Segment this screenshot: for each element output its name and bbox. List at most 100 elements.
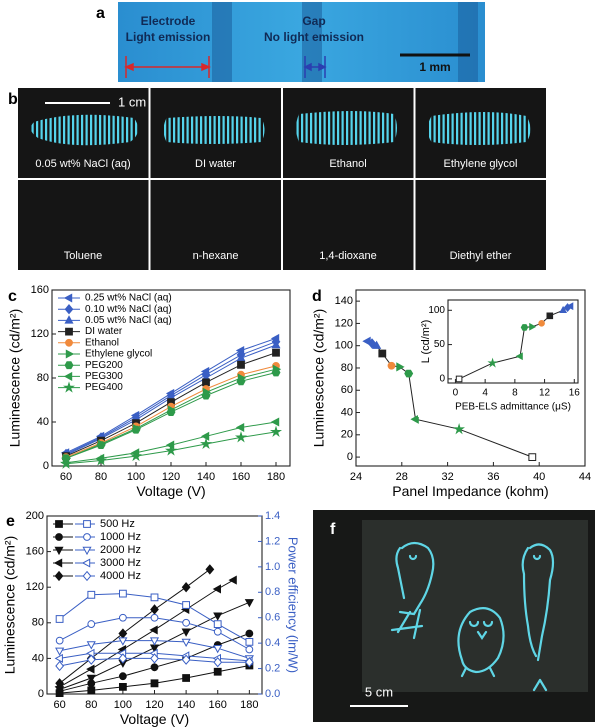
marker <box>245 638 254 646</box>
marker <box>150 679 159 688</box>
x-tick-label: 0 <box>453 388 459 399</box>
legend-label: 2000 Hz <box>100 544 141 556</box>
micrograph <box>118 2 485 82</box>
legend-marker <box>83 533 91 541</box>
legend-marker <box>62 381 76 393</box>
marker <box>378 349 387 358</box>
legend-marker <box>63 293 73 303</box>
y2-tick-label: 0.6 <box>265 612 280 624</box>
marker <box>164 444 178 456</box>
marker <box>272 348 280 357</box>
y2-axis-label: Power efficiency (lm/W) <box>286 537 301 673</box>
y-tick-label: 60 <box>341 384 353 396</box>
sample-label: n-hexane <box>193 250 239 262</box>
sample-cell <box>415 180 546 270</box>
marker <box>244 599 254 608</box>
legend-marker <box>82 546 92 556</box>
panel-label: e <box>6 513 15 530</box>
marker <box>270 417 280 427</box>
marker <box>396 362 405 372</box>
legend-marker <box>65 349 75 359</box>
marker <box>150 604 159 615</box>
y-tick-label: 160 <box>26 546 44 558</box>
marker <box>166 408 176 416</box>
y-axis-label: Luminescence (cd/m²) <box>2 536 18 675</box>
x-tick-label: 4 <box>482 388 488 399</box>
y2-tick-label: 1.0 <box>265 561 280 573</box>
sample-label: DI water <box>195 158 236 170</box>
panel-label: c <box>8 288 17 305</box>
marker <box>55 615 64 623</box>
marker <box>118 613 127 622</box>
marker <box>86 641 96 650</box>
marker <box>245 645 254 654</box>
y-tick-label: 120 <box>335 317 353 329</box>
y-tick-label: 140 <box>335 295 353 307</box>
x-tick-label: 32 <box>441 471 453 483</box>
marker <box>235 422 245 433</box>
marker <box>367 338 377 349</box>
scale-label: 1 cm <box>118 94 146 109</box>
marker <box>559 305 568 313</box>
marker <box>181 628 191 637</box>
emission-blob <box>427 112 531 145</box>
y-tick-label: 200 <box>26 510 44 522</box>
marker <box>55 660 65 672</box>
blue-arrow <box>303 56 327 78</box>
marker <box>119 589 127 598</box>
marker <box>181 582 191 593</box>
panel-b: b 0.05 wt% NaCl (aq) DI water Ethanol Ethyl… <box>8 88 546 270</box>
y2-tick-label: 1.2 <box>265 535 280 547</box>
legend-marker <box>81 558 91 568</box>
legend-marker <box>64 361 74 370</box>
legend-marker <box>65 338 73 347</box>
y-tick-label: 0 <box>347 451 353 463</box>
panel-label: d <box>312 288 322 305</box>
marker <box>515 352 523 361</box>
marker <box>96 441 106 449</box>
legend-marker <box>63 371 73 381</box>
x-tick-label: 160 <box>209 699 227 711</box>
emission-blob <box>296 111 397 145</box>
marker <box>59 457 73 469</box>
marker <box>538 320 545 327</box>
x-tick-label: 100 <box>127 471 145 483</box>
legend-label: 0.05 wt% NaCl (aq) <box>85 315 172 326</box>
gap-band <box>212 2 232 82</box>
legend-marker <box>55 533 63 541</box>
marker <box>212 584 221 594</box>
legend-label: 0.25 wt% NaCl (aq) <box>85 293 172 304</box>
x-tick-label: 180 <box>240 699 258 711</box>
gap-band <box>458 2 478 82</box>
sample-cell <box>150 180 281 270</box>
sample-cell <box>283 180 414 270</box>
legend-marker <box>83 520 91 528</box>
legend-marker <box>54 570 64 582</box>
marker <box>236 377 246 386</box>
legend-label: Ethylene glycol <box>85 349 152 360</box>
marker <box>150 663 159 672</box>
y-tick-label: 100 <box>335 340 353 352</box>
legend-marker <box>54 546 64 556</box>
marker <box>182 601 190 609</box>
marker <box>372 340 382 349</box>
marker <box>529 322 537 331</box>
drawings <box>390 541 555 692</box>
y2-tick-label: 0.2 <box>265 662 280 674</box>
marker <box>271 339 281 349</box>
sample-label: 0.05 wt% NaCl (aq) <box>35 158 130 170</box>
marker <box>55 647 65 656</box>
marker <box>213 657 223 668</box>
scale-label: 5 cm <box>365 684 393 699</box>
marker <box>455 375 463 383</box>
sample-label: Toluene <box>64 250 103 262</box>
y-axis-label: Luminescence (cd/m²) <box>311 309 327 448</box>
legend-marker <box>64 304 74 315</box>
y-tick-label: 120 <box>31 328 49 340</box>
legend-label: PEG200 <box>85 360 123 371</box>
plot-frame <box>355 289 586 467</box>
y-tick-label: 80 <box>341 362 353 374</box>
marker <box>118 672 127 681</box>
x-tick-label: 180 <box>267 471 285 483</box>
